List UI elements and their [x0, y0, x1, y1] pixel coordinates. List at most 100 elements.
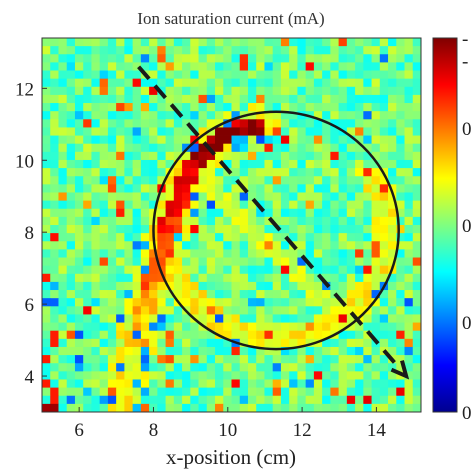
- heatmap-cell: [247, 249, 257, 258]
- heatmap-cell: [182, 273, 191, 283]
- heatmap-cell: [124, 119, 134, 128]
- heatmap-cell: [215, 168, 224, 177]
- heatmap-cell: [363, 151, 372, 161]
- heatmap-cell: [124, 168, 134, 177]
- heatmap-cell: [404, 403, 414, 413]
- heatmap-cell: [149, 273, 158, 283]
- heatmap-cell: [412, 151, 422, 161]
- heatmap-cell: [66, 78, 76, 88]
- heatmap-cell: [182, 395, 191, 405]
- heatmap-cell: [58, 54, 68, 63]
- heatmap-cell: [215, 257, 224, 267]
- heatmap-cell: [50, 330, 59, 340]
- heatmap-cell: [379, 233, 389, 242]
- heatmap-cell: [346, 387, 356, 397]
- heatmap-cell: [280, 168, 290, 177]
- heatmap-cell: [50, 257, 59, 267]
- heatmap-cell: [83, 119, 92, 128]
- heatmap-cell: [404, 346, 414, 356]
- heatmap-cell: [272, 216, 282, 226]
- heatmap-cell: [99, 225, 109, 234]
- heatmap-cell: [50, 94, 59, 104]
- heatmap-cell: [58, 62, 68, 71]
- heatmap-cell: [173, 225, 183, 234]
- heatmap-cell: [363, 355, 372, 364]
- heatmap-cell: [396, 111, 405, 120]
- heatmap-cell: [66, 281, 76, 291]
- heatmap-cell: [264, 103, 274, 112]
- heatmap-cell: [215, 159, 224, 169]
- heatmap-cell: [58, 322, 68, 332]
- heatmap-cell: [404, 338, 414, 348]
- heatmap-cell: [198, 94, 208, 104]
- heatmap-cell: [66, 249, 76, 258]
- heatmap-cell: [247, 338, 257, 348]
- heatmap-cell: [305, 281, 315, 291]
- heatmap-cell: [404, 395, 414, 405]
- heatmap-cell: [355, 233, 364, 242]
- heatmap-cell: [412, 387, 422, 397]
- heatmap-cell: [223, 86, 232, 96]
- heatmap-cell: [272, 192, 282, 202]
- heatmap-cell: [404, 111, 414, 120]
- heatmap-cell: [42, 387, 51, 397]
- heatmap-cell: [173, 159, 183, 169]
- heatmap-cell: [355, 176, 364, 185]
- heatmap-cell: [338, 233, 348, 242]
- heatmap-cell: [99, 314, 109, 323]
- heatmap-cell: [396, 86, 405, 96]
- heatmap-cell: [371, 208, 381, 218]
- heatmap-cell: [231, 103, 241, 112]
- heatmap-cell: [404, 94, 414, 104]
- heatmap-cell: [272, 290, 282, 299]
- heatmap-cell: [247, 330, 257, 340]
- heatmap-cell: [99, 94, 109, 104]
- heatmap-cell: [149, 70, 158, 80]
- heatmap-cell: [239, 265, 249, 275]
- heatmap-cell: [231, 314, 241, 323]
- heatmap-cell: [58, 298, 68, 307]
- heatmap-cell: [396, 257, 405, 267]
- heatmap-cell: [379, 355, 389, 364]
- heatmap-cell: [124, 135, 134, 145]
- heatmap-cell: [231, 38, 241, 47]
- heatmap-cell: [223, 119, 232, 128]
- heatmap-cell: [50, 403, 59, 413]
- heatmap-cell: [99, 371, 109, 380]
- heatmap-cell: [91, 363, 101, 372]
- heatmap-cell: [190, 298, 199, 307]
- heatmap-cell: [355, 86, 364, 96]
- heatmap-cell: [215, 70, 224, 80]
- heatmap-cell: [297, 281, 307, 291]
- heatmap-cell: [215, 355, 224, 364]
- heatmap-cell: [182, 94, 191, 104]
- heatmap-cell: [223, 273, 232, 283]
- heatmap-cell: [99, 379, 109, 389]
- heatmap-cell: [206, 135, 216, 145]
- heatmap-cell: [231, 241, 241, 250]
- heatmap-cell: [239, 200, 249, 210]
- heatmap-cell: [173, 257, 183, 267]
- heatmap-cell: [58, 387, 68, 397]
- heatmap-cell: [99, 281, 109, 291]
- heatmap-cell: [412, 290, 422, 299]
- heatmap-cell: [346, 208, 356, 218]
- heatmap-cell: [124, 387, 134, 397]
- heatmap-cell: [404, 290, 414, 299]
- heatmap-cell: [223, 225, 232, 234]
- heatmap-cell: [280, 46, 290, 55]
- heatmap-cell: [322, 371, 331, 380]
- heatmap-cell: [124, 249, 134, 258]
- heatmap-cell: [66, 298, 76, 307]
- heatmap-cell: [297, 200, 307, 210]
- heatmap-cell: [140, 208, 150, 218]
- heatmap-cell: [140, 151, 150, 161]
- heatmap-cell: [182, 159, 191, 169]
- heatmap-cell: [223, 78, 232, 88]
- heatmap-cell: [297, 103, 307, 112]
- heatmap-cell: [412, 395, 422, 405]
- heatmap-cell: [305, 233, 315, 242]
- heatmap-cell: [99, 355, 109, 364]
- heatmap-cell: [182, 346, 191, 356]
- heatmap-cell: [272, 127, 282, 136]
